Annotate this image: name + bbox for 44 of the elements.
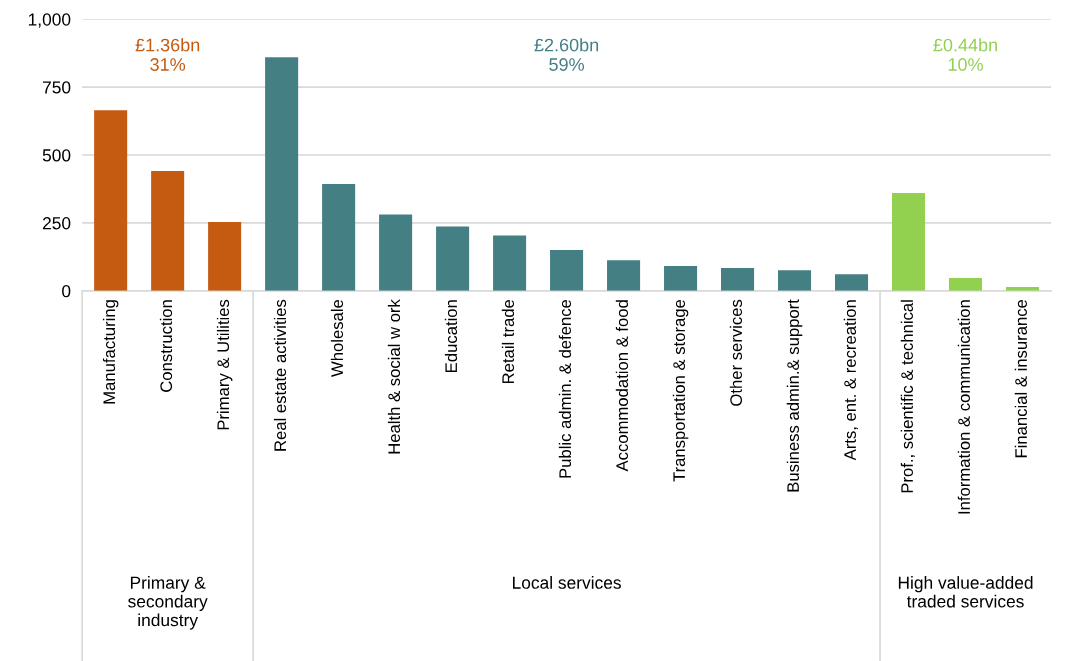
y-tick-label: 500 xyxy=(42,149,71,162)
bar xyxy=(208,222,242,291)
x-tick-label: Information & communication xyxy=(957,300,970,514)
x-tick-label: Manufacturing xyxy=(102,300,119,404)
x-tick-label: Other services xyxy=(729,299,743,406)
x-tick-label: Prof., scientific & technical xyxy=(900,300,915,493)
y-tick-label: 0 xyxy=(62,285,71,298)
bar xyxy=(664,266,698,291)
x-tick-label: Transportation & storage xyxy=(672,299,689,482)
annotation: £1.36bn 31% xyxy=(135,38,200,71)
annotation: £2.60bn 59% xyxy=(534,38,599,71)
bar xyxy=(550,250,584,291)
bar xyxy=(151,171,185,291)
y-tick-label: 750 xyxy=(42,81,71,94)
x-tick-label: Public admin. & defence xyxy=(558,299,572,478)
x-tick-label: Health & social w ork xyxy=(387,299,401,454)
text: Primary & secondary industry xyxy=(128,576,208,630)
x-tick-label: Construction xyxy=(159,300,173,392)
bar xyxy=(948,278,983,291)
x-tick-label: Primary & Utilities xyxy=(216,299,233,430)
x-tick-label: Accommodation & food xyxy=(615,300,629,472)
text: Local services xyxy=(513,576,621,589)
bar xyxy=(94,110,128,291)
y-tick-label: 250 xyxy=(42,217,71,230)
x-tick-label: Wholesale xyxy=(330,299,344,377)
bar xyxy=(436,226,470,291)
bar xyxy=(322,184,356,291)
bar xyxy=(607,260,641,291)
x-tick-label: Education xyxy=(444,300,458,372)
x-tick-label: Arts, ent. & recreation xyxy=(843,300,858,461)
x-tick-label: Retail trade xyxy=(501,299,515,384)
x-tick-label: Business admin.& support xyxy=(786,299,803,492)
y-tick-label: 1,000 xyxy=(28,13,71,28)
bar xyxy=(379,214,413,291)
bar xyxy=(835,274,869,291)
text: High value-added traded services xyxy=(898,576,1033,608)
x-tick-label: Financial & insurance xyxy=(1014,299,1027,458)
bar xyxy=(891,193,926,291)
annotation: £0.44bn 10% xyxy=(933,38,997,71)
x-tick-label: Real estate activities xyxy=(273,299,287,451)
bar xyxy=(778,270,812,291)
bar xyxy=(493,235,527,291)
bar xyxy=(721,268,755,291)
bar xyxy=(265,57,299,291)
